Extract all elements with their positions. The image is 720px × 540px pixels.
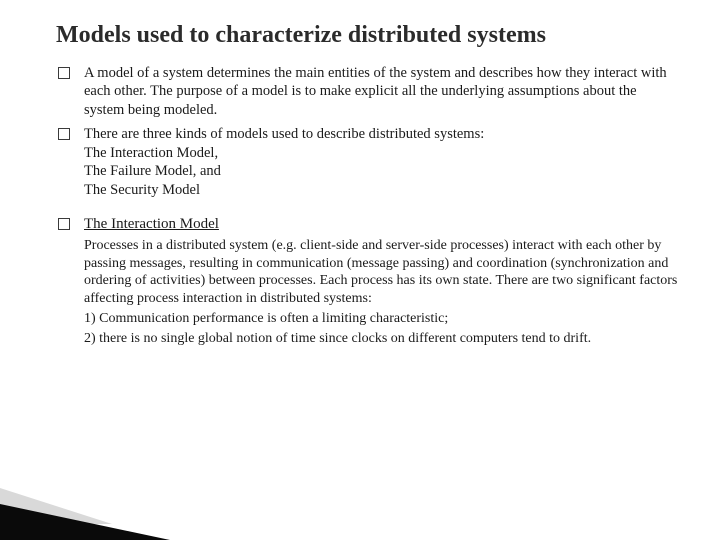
bullet-text: There are three kinds of models used to …	[84, 125, 680, 144]
bullet-text: A model of a system determines the main …	[84, 65, 667, 118]
bullet-list-2: The Interaction Model Processes in a dis…	[56, 215, 680, 348]
corner-decoration-icon	[0, 482, 170, 540]
bullet-item: There are three kinds of models used to …	[56, 125, 680, 199]
slide: Models used to characterize distributed …	[0, 0, 720, 540]
bullet-subline: The Interaction Model,	[84, 144, 680, 163]
section-body: Processes in a distributed system (e.g. …	[84, 237, 680, 309]
bullet-item: A model of a system determines the main …	[56, 64, 680, 120]
bullet-subline: The Failure Model, and	[84, 162, 680, 181]
section-point-2: 2) there is no single global notion of t…	[84, 330, 680, 348]
bullet-item: The Interaction Model Processes in a dis…	[56, 215, 680, 348]
bullet-list: A model of a system determines the main …	[56, 64, 680, 200]
bullet-subline: The Security Model	[84, 181, 680, 200]
section-point-1: 1) Communication performance is often a …	[84, 310, 680, 328]
slide-title: Models used to characterize distributed …	[56, 22, 680, 50]
section-heading: The Interaction Model	[84, 216, 219, 232]
